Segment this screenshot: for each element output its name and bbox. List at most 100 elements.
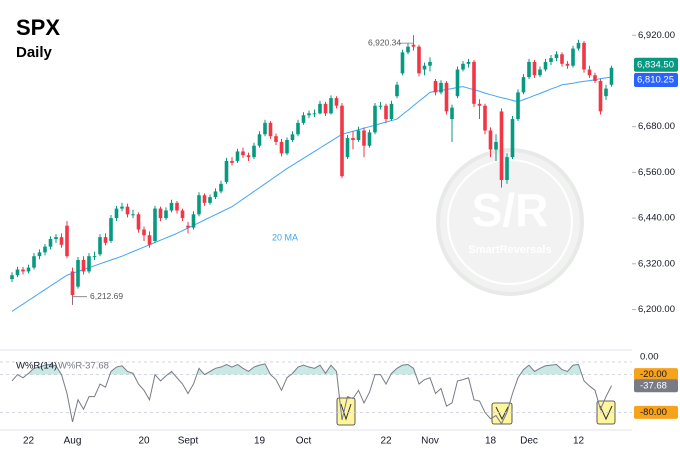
candle-body	[477, 103, 482, 106]
candle-body	[136, 214, 141, 230]
candle-body	[604, 88, 608, 97]
candle-body	[158, 208, 163, 219]
interval: Daily	[16, 44, 53, 61]
price-tag-label: 6,834.50	[637, 59, 674, 70]
y-tick-label: 6,680.00	[638, 121, 675, 132]
candle-body	[510, 119, 515, 158]
annotation-leader	[72, 296, 87, 305]
candle-body	[274, 136, 278, 142]
annotation-label: 6,212.69	[90, 291, 123, 301]
level-tag	[634, 368, 678, 382]
candle-body	[76, 260, 80, 287]
candle-body	[356, 130, 361, 140]
candle-body	[202, 195, 207, 203]
candle-body	[598, 80, 603, 112]
candle-body	[186, 225, 190, 228]
candle-body	[428, 61, 432, 66]
candle-body	[334, 98, 339, 106]
candle-body	[609, 67, 614, 85]
candle-body	[582, 42, 586, 70]
x-tick-label: 20	[138, 436, 150, 447]
x-tick-label: 22	[380, 436, 392, 447]
candle-body	[230, 160, 234, 163]
candle-body	[109, 218, 113, 241]
price-tag	[634, 73, 678, 88]
candle-body	[549, 58, 553, 62]
y-tick-label: 6,440.00	[638, 213, 675, 224]
candle-body	[362, 130, 366, 146]
candle-body	[164, 210, 168, 219]
watermark-name: SmartReversals	[468, 244, 551, 256]
candle-body	[488, 130, 493, 150]
candle-body	[268, 122, 273, 137]
candle-body	[527, 61, 531, 78]
candle-body	[37, 252, 42, 257]
moving-average-line	[11, 76, 612, 312]
candle-body	[43, 246, 47, 253]
candle-body	[307, 113, 311, 116]
candle-body	[48, 239, 53, 247]
legend-value: -37.68	[82, 361, 109, 372]
y-tick-label: -80.00	[640, 407, 667, 418]
candle-body	[252, 145, 256, 158]
x-tick-label: Sept	[178, 436, 199, 447]
annotation-label: 6,920.34	[368, 37, 401, 47]
candle-body	[81, 260, 86, 272]
candle-body	[538, 69, 542, 76]
candle-body	[532, 61, 537, 76]
candle-body	[417, 46, 421, 74]
candle-body	[246, 155, 251, 158]
candle-body	[587, 69, 592, 76]
candle-body	[345, 138, 350, 158]
candle-body	[98, 237, 102, 255]
candle-body	[565, 63, 570, 66]
y-tick-label: 6,920.00	[638, 30, 675, 41]
candle-body	[455, 69, 460, 97]
symbol: SPX	[16, 15, 60, 40]
candle-body	[114, 208, 119, 219]
candle-body	[131, 214, 135, 216]
candle-body	[285, 140, 289, 154]
overbought-fill	[26, 363, 582, 375]
candle-body	[389, 103, 394, 120]
x-tick-label: Oct	[296, 436, 312, 447]
candle-body	[32, 256, 36, 268]
candle-body	[169, 202, 174, 211]
candle-body	[543, 61, 548, 70]
candle-body	[466, 61, 471, 64]
candle-body	[461, 63, 465, 70]
candle-body	[329, 98, 333, 114]
candle-body	[444, 82, 449, 112]
candle-body	[290, 134, 295, 140]
legend-name: W%R	[58, 361, 82, 372]
candle-body	[406, 46, 410, 53]
value-tag	[634, 379, 678, 393]
candle-body	[197, 195, 201, 215]
candle-body	[472, 61, 476, 104]
indicator-title: W%R(14)	[16, 361, 57, 372]
candle-body	[263, 122, 267, 135]
williams-r-line	[11, 363, 612, 425]
candle-body	[241, 151, 245, 156]
signal-v	[495, 406, 509, 421]
candle-body	[450, 107, 454, 120]
candle-body	[87, 256, 91, 272]
candle-body	[312, 113, 317, 115]
candle-body	[191, 214, 196, 228]
candle-body	[400, 52, 405, 74]
annotation-leader	[400, 35, 414, 44]
value-tag-label: -37.68	[640, 380, 667, 391]
watermark-mark: S/R	[472, 184, 549, 236]
candle-body	[351, 138, 355, 140]
candle-body	[65, 225, 69, 257]
candle-body	[494, 141, 498, 150]
x-tick-label: Dec	[520, 436, 538, 447]
candle-body	[340, 105, 344, 177]
candle-body	[21, 269, 25, 272]
x-tick-label: 18	[485, 436, 497, 447]
candle-body	[521, 77, 526, 93]
candle-body	[213, 191, 218, 198]
candle-body	[54, 237, 58, 240]
x-tick-label: Aug	[64, 436, 82, 447]
